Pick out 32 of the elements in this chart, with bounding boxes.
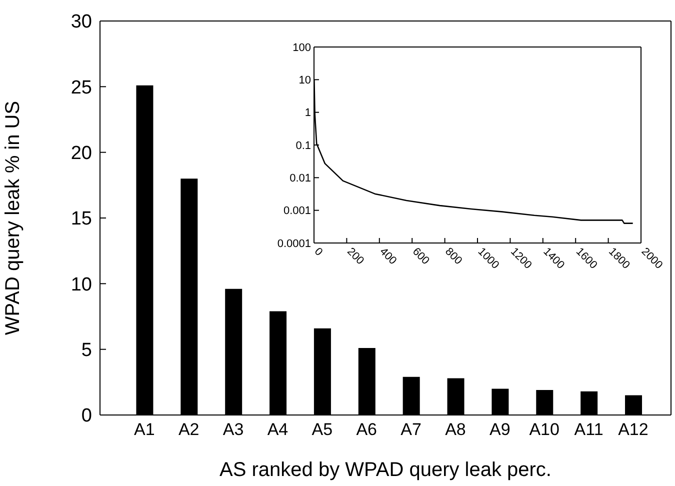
y-tick-label: 100 — [292, 42, 311, 54]
x-tick-label: 600 — [410, 246, 432, 268]
y-tick-label: 30 — [70, 12, 92, 33]
y-tick-label: 5 — [81, 340, 92, 362]
x-tick-label: 200 — [344, 246, 366, 268]
y-tick-label: 0.1 — [296, 140, 311, 152]
y-tick-label: 10 — [298, 74, 311, 87]
x-tick-label: A9 — [490, 420, 510, 440]
y-axis-title: WPAD query leak % in US — [2, 100, 24, 336]
y-tick-label: 20 — [70, 143, 92, 164]
y-tick-label: 10 — [70, 274, 92, 296]
x-tick-label: A8 — [445, 420, 466, 440]
x-tick-label: A10 — [529, 420, 560, 440]
y-tick-label: 25 — [70, 77, 92, 98]
x-tick-label: A4 — [267, 420, 288, 440]
x-tick-label: A5 — [312, 420, 333, 440]
y-tick-label: 15 — [70, 208, 92, 230]
y-tick-label: 1 — [304, 107, 311, 120]
x-tick-label: A1 — [134, 420, 155, 440]
y-tick-label: 0.001 — [283, 205, 311, 218]
x-tick-label: 800 — [442, 246, 464, 268]
x-tick-label: A6 — [356, 420, 378, 440]
x-tick-label: A7 — [400, 420, 422, 440]
y-tick-label: 0.01 — [290, 172, 311, 185]
x-axis-title: AS ranked by WPAD query leak perc. — [220, 459, 552, 481]
x-tick-label: A2 — [178, 420, 200, 440]
x-tick-label: A3 — [222, 420, 244, 440]
x-tick-label: 400 — [377, 246, 399, 268]
y-tick-label: 0.0001 — [277, 238, 311, 250]
x-tick-label: 0 — [312, 246, 325, 258]
x-tick-label: A12 — [618, 420, 648, 440]
x-tick-label: A11 — [574, 420, 604, 440]
